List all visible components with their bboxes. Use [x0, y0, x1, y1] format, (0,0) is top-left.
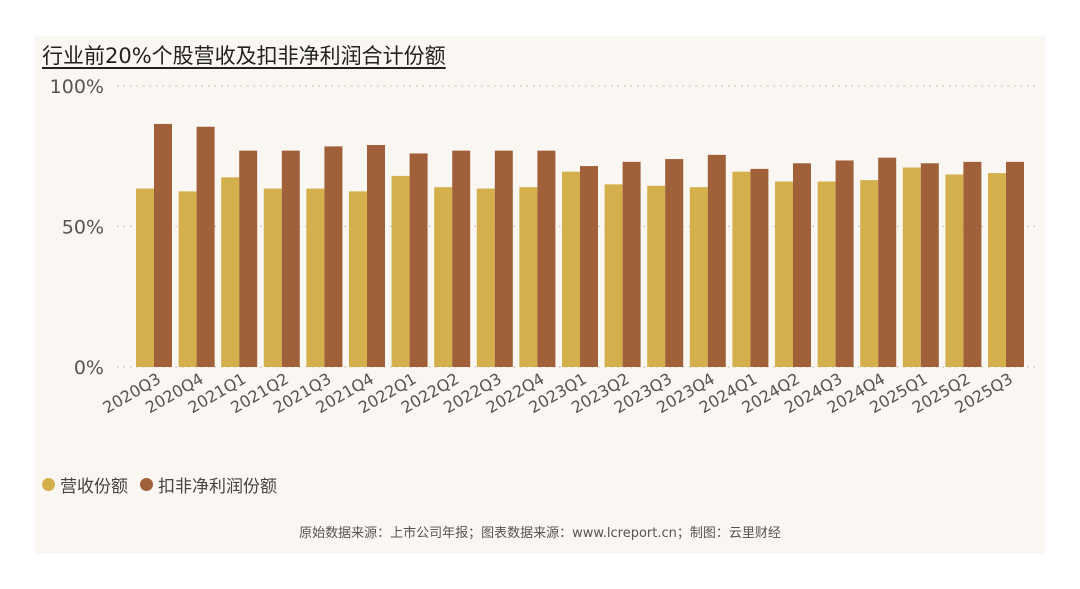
bar-profit	[409, 153, 428, 367]
bar-revenue	[476, 188, 495, 367]
bar-profit	[281, 150, 300, 367]
bar-profit	[963, 161, 982, 367]
bar-revenue	[902, 167, 921, 367]
bar-revenue	[775, 181, 793, 367]
bar-revenue	[988, 173, 1006, 367]
bar-revenue	[221, 177, 240, 367]
bar-revenue	[391, 175, 410, 367]
bar-revenue	[860, 180, 879, 367]
y-tick-label: 50%	[62, 217, 104, 239]
bar-profit	[452, 150, 471, 367]
y-tick-label: 100%	[50, 76, 104, 98]
bar-profit	[239, 150, 258, 367]
bar-profit	[1006, 161, 1024, 367]
bar-profit	[707, 154, 726, 367]
chart-title: 行业前20%个股营收及扣非净利润合计份额	[42, 44, 446, 68]
bar-revenue	[689, 187, 708, 367]
bar-revenue	[136, 188, 154, 367]
legend-swatch-profit	[140, 478, 153, 491]
bar-revenue	[263, 188, 282, 367]
bar-profit	[324, 146, 343, 367]
bar-revenue	[732, 171, 751, 367]
bar-profit	[920, 163, 939, 367]
legend-item-profit: 扣非净利润份额	[140, 472, 277, 497]
bar-revenue	[519, 187, 538, 367]
bar-profit	[665, 159, 684, 367]
legend: 营收份额 扣非净利润份额	[42, 472, 289, 497]
bar-revenue	[562, 171, 580, 367]
bar-profit	[878, 157, 897, 367]
bar-revenue	[604, 184, 623, 367]
bar-profit	[580, 166, 598, 367]
bar-revenue	[945, 174, 964, 367]
bar-revenue	[817, 181, 836, 367]
bar-profit	[622, 161, 641, 367]
y-tick-label: 0%	[74, 357, 104, 379]
bar-profit	[537, 150, 556, 367]
legend-label-revenue: 营收份额	[60, 477, 128, 497]
bar-profit	[154, 123, 172, 367]
legend-swatch-revenue	[42, 478, 55, 491]
bar-revenue	[647, 185, 666, 367]
bar-profit	[793, 163, 811, 367]
bar-profit	[835, 160, 854, 367]
bar-revenue	[178, 191, 197, 367]
legend-label-profit: 扣非净利润份额	[158, 477, 277, 497]
bar-profit	[367, 145, 385, 367]
bar-profit	[196, 126, 215, 368]
bar-profit	[750, 168, 769, 367]
source-note: 原始数据来源：上市公司年报；图表数据来源：www.lcreport.cn；制图：…	[299, 526, 781, 541]
legend-item-revenue: 营收份额	[42, 472, 128, 497]
bar-profit	[494, 150, 513, 367]
bar-revenue	[434, 187, 453, 367]
bar-revenue	[306, 188, 325, 367]
bar-revenue	[349, 191, 367, 367]
